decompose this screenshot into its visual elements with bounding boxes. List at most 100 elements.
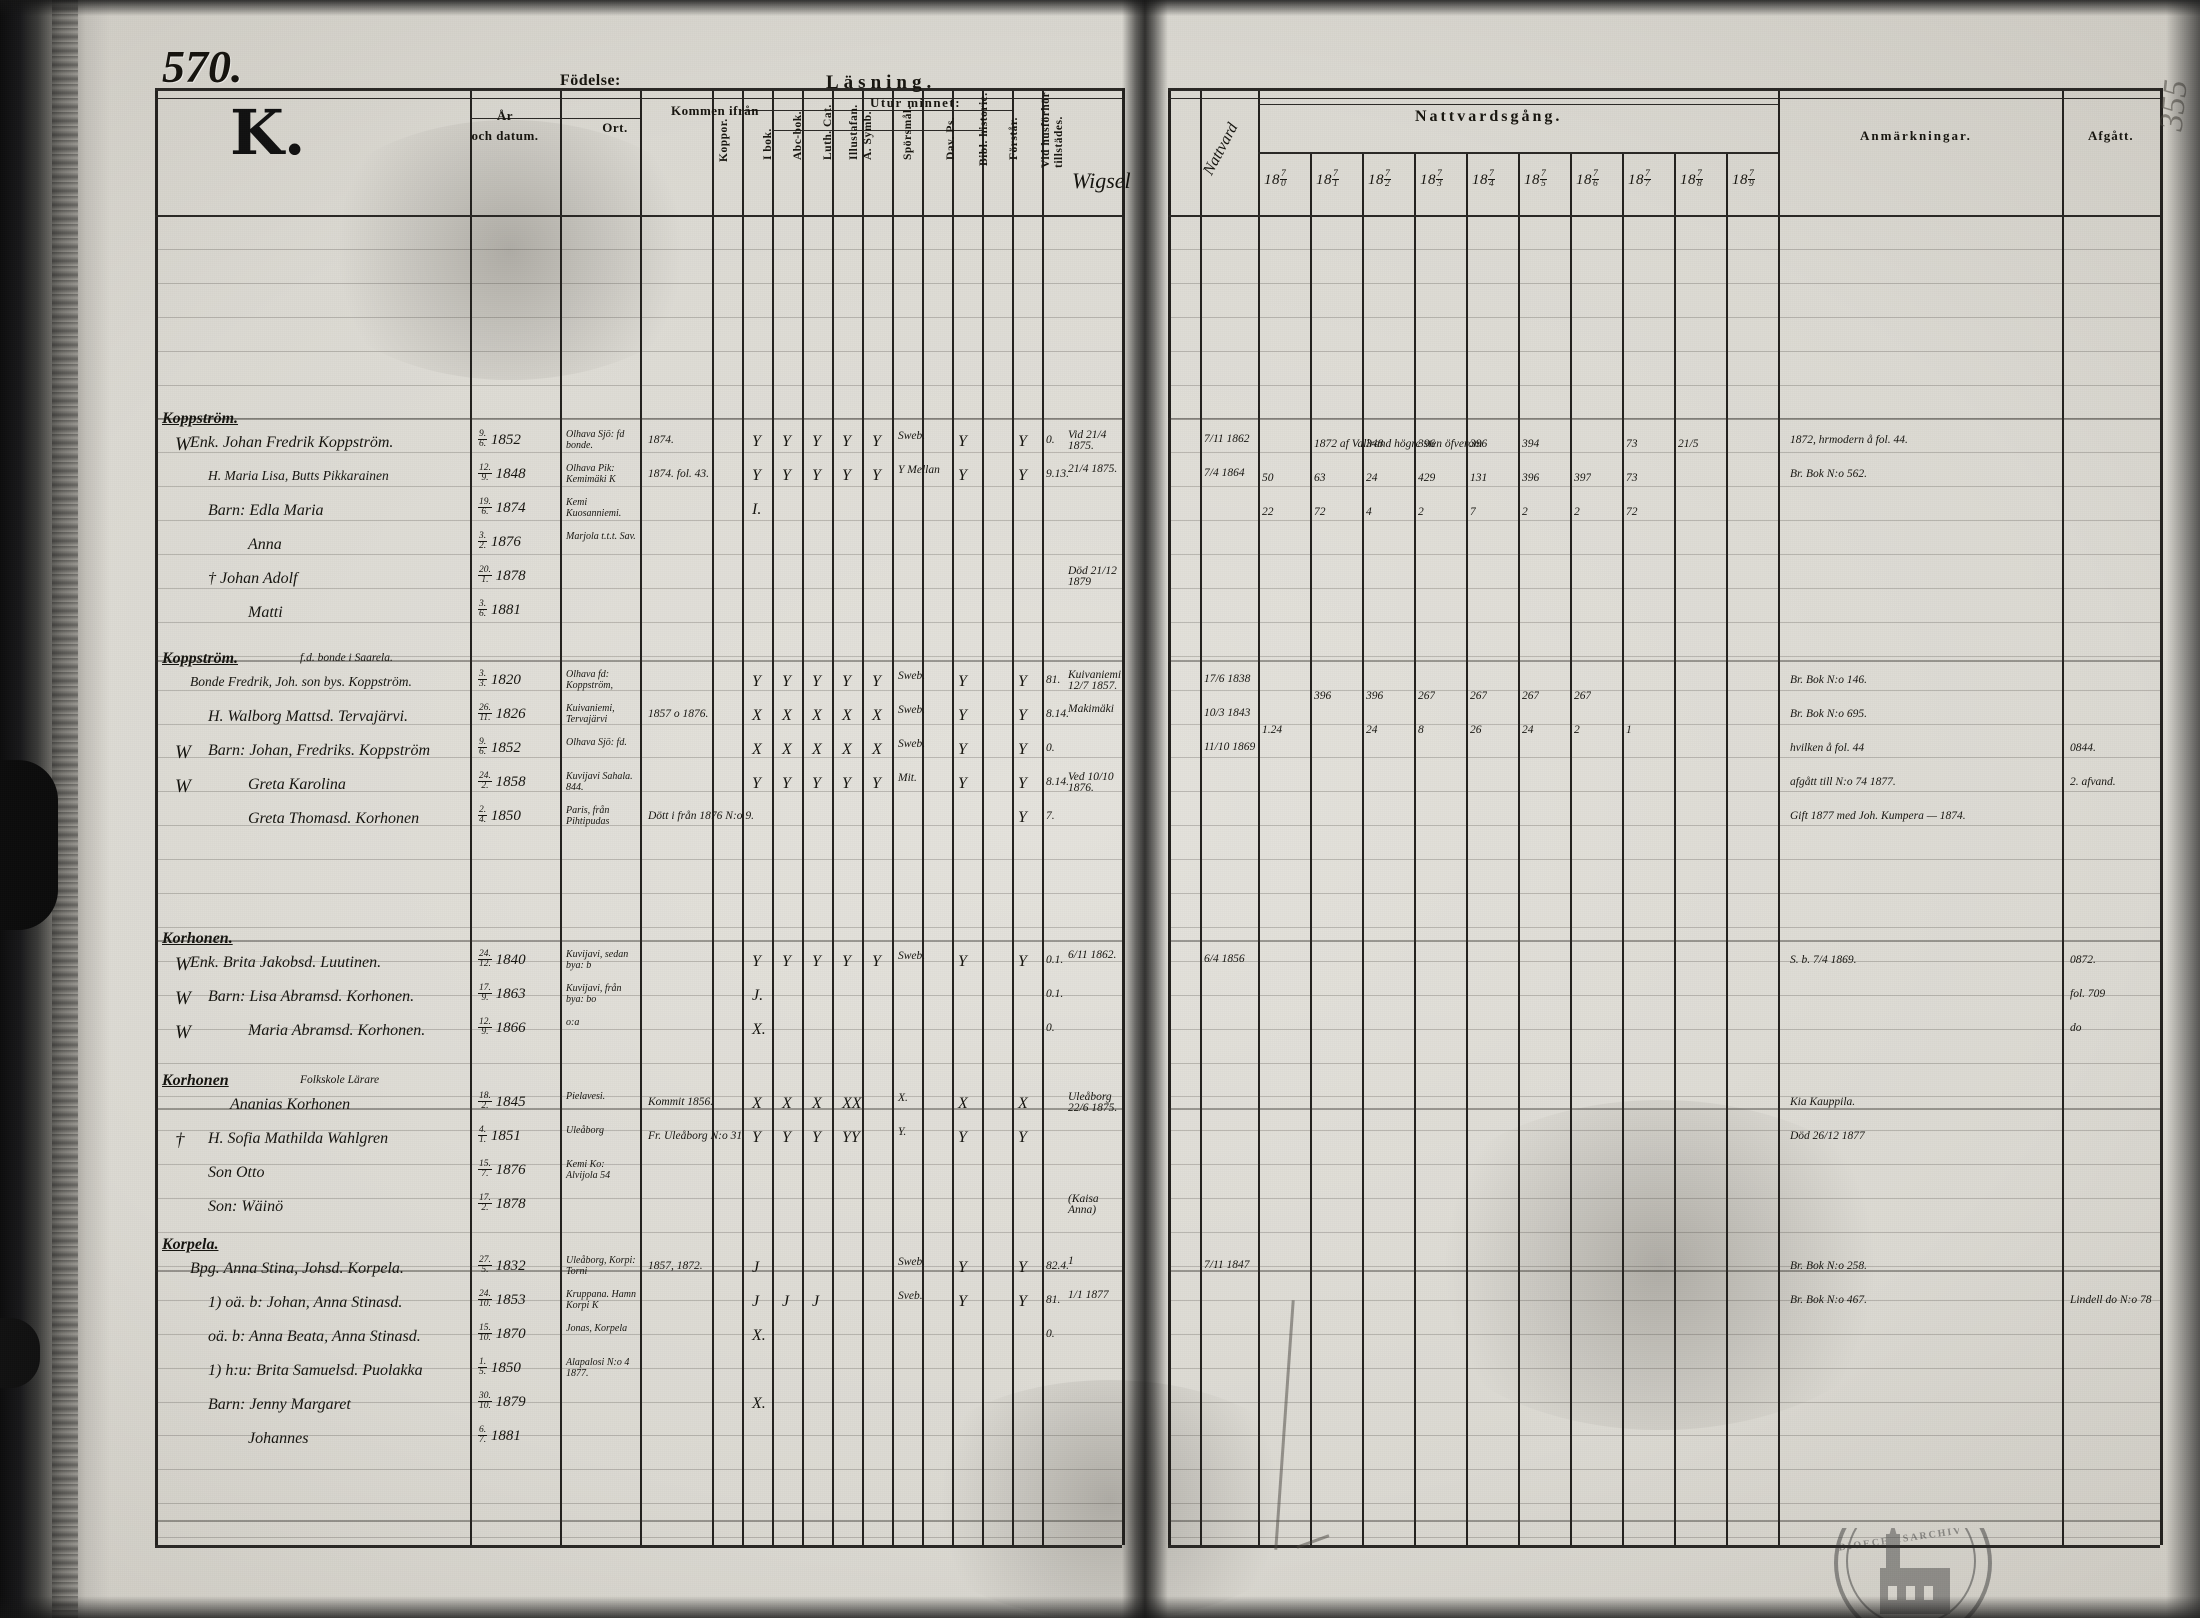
reading-mark: X xyxy=(842,740,852,758)
davps-mark: Y xyxy=(958,1292,967,1310)
year-header-1871: 18 7 1 xyxy=(1316,169,1340,190)
marriage-entry: Uleåborg 22/6 1875. xyxy=(1068,1091,1118,1114)
family-surname-note: Folkskole Lärare xyxy=(300,1074,380,1086)
book-gutter-shadow xyxy=(1122,0,1168,1618)
communion-mark: 63 xyxy=(1314,472,1326,484)
notes-entry: Br. Bok N:o 258. xyxy=(1790,1260,1867,1272)
communion-admission: 7/4 1864 xyxy=(1204,466,1245,479)
header-illustration: Illustafan. xyxy=(848,104,860,160)
departed-entry: do xyxy=(2070,1021,2082,1034)
member-name: Maria Abramsd. Korhonen. xyxy=(248,1021,426,1039)
member-birth-date: 24. 2. 1858 xyxy=(478,770,526,791)
member-birth-place: Kruppana. Hamn Korpi K xyxy=(566,1288,637,1311)
reading-mark: Y xyxy=(842,433,851,450)
communion-mark: 21/5 xyxy=(1678,438,1699,450)
page-notch xyxy=(0,760,58,930)
reading-mark: Y xyxy=(782,466,791,484)
member-birth-place: Paris, från Pihtipudas xyxy=(566,804,610,827)
communion-mark: 24 xyxy=(1366,724,1378,736)
exam-attendance: 8.14. xyxy=(1046,707,1069,720)
forstar-mark: Y xyxy=(1018,774,1027,792)
notes-entry: Kia Kauppila. xyxy=(1790,1096,1856,1108)
forstar-mark: Y xyxy=(1018,466,1027,484)
davps-mark: Y xyxy=(958,706,967,724)
reading-mark: X xyxy=(812,706,822,724)
communion-mark: 396 xyxy=(1418,438,1436,450)
understands-mark: Sweb. xyxy=(898,670,926,682)
header-abcbook: Abc-bok. xyxy=(792,110,804,160)
communion-admission: 6/4 1856 xyxy=(1204,953,1245,965)
communion-mark: 72 xyxy=(1314,506,1326,518)
member-name: Son Otto xyxy=(208,1163,265,1181)
reading-mark: YY xyxy=(842,1128,860,1146)
reading-mark: I. xyxy=(752,500,762,518)
member-name: Bonde Fredrik, Joh. son bys. Koppström. xyxy=(190,674,412,689)
member-came-from: Dött i från 1876 N:o 9. xyxy=(648,809,755,822)
marriage-entry: Ved 10/10 1876. xyxy=(1068,770,1114,794)
reading-mark: Y xyxy=(872,953,881,970)
reading-mark: J xyxy=(782,1292,790,1310)
communion-mark: 26 xyxy=(1470,724,1482,736)
forstar-mark: Y xyxy=(1018,1259,1027,1276)
header-bible-history: Bibl. historie. xyxy=(978,92,990,166)
member-birth-date: 12. 9. 1866 xyxy=(478,1016,526,1037)
member-birth-date: 27. 5. 1832 xyxy=(478,1255,526,1276)
departed-entry: Lindell do N:o 78 xyxy=(2070,1293,2152,1306)
header-communion-group: Nattvardsgång. xyxy=(1415,108,1563,125)
notes-entry: S. b. 7/4 1869. xyxy=(1790,954,1857,966)
member-birth-date: 18. 2. 1845 xyxy=(478,1091,526,1112)
communion-mark: 24 xyxy=(1522,724,1534,736)
year-header-1876: 18 7 6 xyxy=(1576,169,1600,190)
notes-entry: Död 26/12 1877 xyxy=(1790,1129,1865,1142)
reading-mark: Y xyxy=(872,466,881,484)
member-mark: W xyxy=(175,741,191,763)
top-edge-shadow xyxy=(0,0,2200,16)
member-name: † Johan Adolf xyxy=(208,569,298,587)
exam-attendance: 9.13. xyxy=(1046,467,1069,480)
notes-entry: afgått till N:o 74 1877. xyxy=(1790,775,1896,788)
family-surname: Koppström. xyxy=(162,410,239,427)
member-came-from: 1857 o 1876. xyxy=(648,707,709,720)
communion-mark: 72 xyxy=(1626,506,1638,518)
davps-mark: Y xyxy=(958,466,967,484)
forstar-mark: Y xyxy=(1018,1128,1027,1146)
reading-mark: X xyxy=(812,1095,822,1112)
davps-mark: Y xyxy=(958,774,967,792)
davps-mark: Y xyxy=(958,433,967,450)
member-birth-place: Kemi Kuosanniemi. xyxy=(566,496,622,519)
member-came-from: 1874. xyxy=(648,434,674,446)
exam-attendance: 82.4. xyxy=(1046,1260,1069,1272)
reading-mark: X xyxy=(872,706,882,724)
family-surname: Koppström. xyxy=(162,650,239,667)
forstar-mark: Y xyxy=(1018,740,1027,758)
member-birth-place: Uleåborg xyxy=(566,1124,604,1136)
member-came-from: Fr. Uleåborg N:o 31 xyxy=(648,1129,743,1142)
exam-attendance: 0.1. xyxy=(1046,954,1064,966)
family-surname-note: f.d. bonde i Saarela. xyxy=(300,652,393,664)
communion-mark: 396 xyxy=(1522,472,1540,484)
reading-mark: X xyxy=(752,1095,762,1112)
davps-mark: Y xyxy=(958,673,967,690)
marriage-entry: 1 xyxy=(1068,1255,1074,1267)
exam-attendance: 0.1. xyxy=(1046,987,1064,1000)
communion-mark: 396 xyxy=(1366,690,1384,702)
departed-entry: 2. afvand. xyxy=(2070,775,2116,788)
communion-admission: 11/10 1869 xyxy=(1204,740,1256,753)
understands-mark: X. xyxy=(898,1092,908,1104)
header-at-exam: Vid husförhör xyxy=(1040,91,1052,168)
member-birth-date: 17. 9. 1863 xyxy=(478,982,526,1003)
communion-mark: 131 xyxy=(1470,472,1488,484)
member-birth-date: 1. 5. 1850 xyxy=(478,1356,521,1377)
reading-mark: Y xyxy=(842,673,851,690)
member-birth-date: 6. 7. 1881 xyxy=(478,1424,521,1445)
right-edge-shadow xyxy=(2166,0,2200,1618)
member-mark: W xyxy=(175,775,191,797)
header-birth-place: Ort. xyxy=(602,120,628,135)
header-come-from: Kommen ifrån xyxy=(671,103,759,118)
member-birth-date: 12. 9. 1848 xyxy=(478,462,526,483)
communion-mark: 50 xyxy=(1262,472,1274,484)
member-name: Enk. Johan Fredrik Koppström. xyxy=(190,434,394,451)
communion-mark: 2 xyxy=(1418,506,1424,518)
header-from-memory: Utur minnet: xyxy=(870,95,962,110)
reading-mark: Y xyxy=(812,774,821,792)
